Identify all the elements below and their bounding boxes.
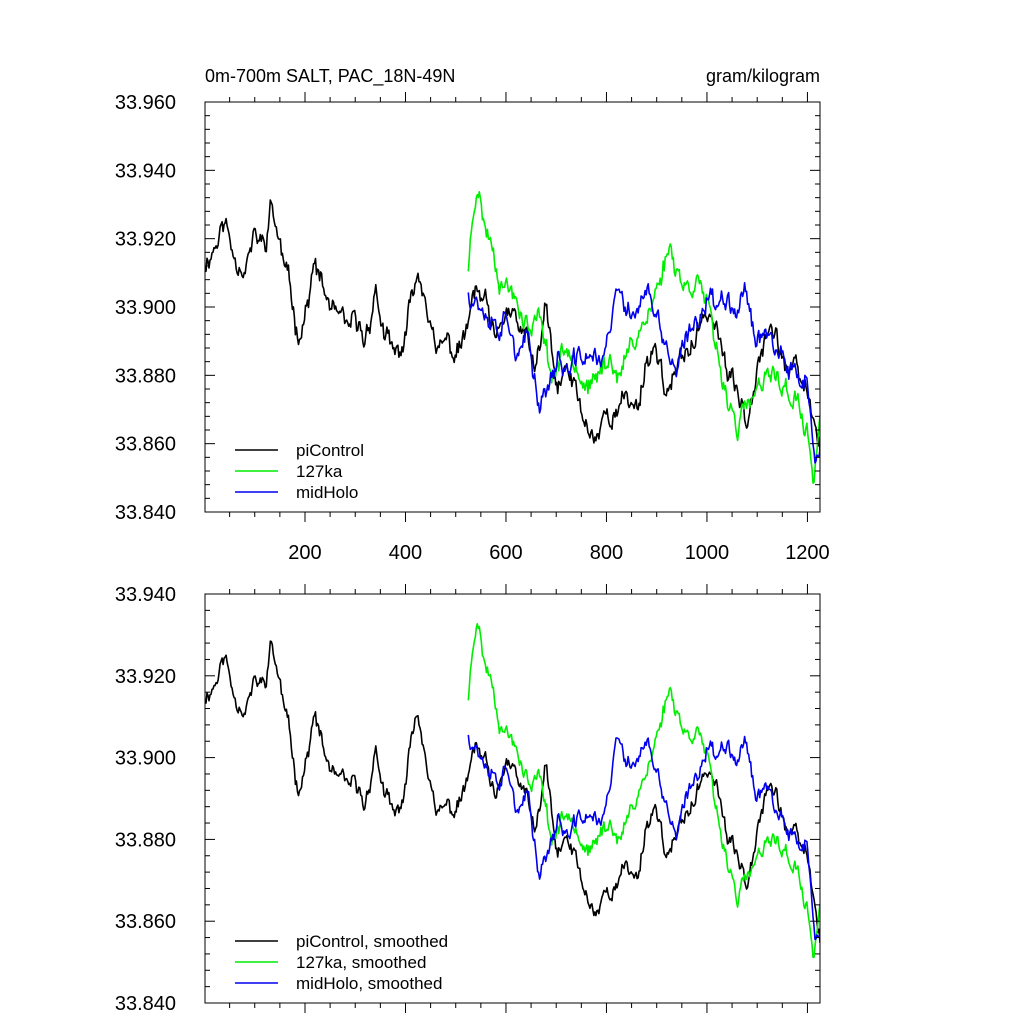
y-tick-label: 33.840 xyxy=(115,993,176,1015)
chart-panel-1: 33.840 33.860 33.880 33.900 33.920 33.940 33.9… xyxy=(115,92,830,564)
y-tick-label: 33.920 xyxy=(115,229,176,251)
y-tick-label: 33.880 xyxy=(115,829,176,851)
x-tick-label: 1000 xyxy=(685,542,730,564)
x-tick-label: 800 xyxy=(590,542,623,564)
y-tick-label: 33.880 xyxy=(115,365,176,387)
legend-top: piControl 127ka midHolo xyxy=(235,441,364,502)
series-line-picontrol-smoothed xyxy=(205,640,820,943)
series-line-midholo xyxy=(467,282,820,464)
x-tick-label: 200 xyxy=(288,542,321,564)
chart-title-left: 0m-700m SALT, PAC_18N-49N xyxy=(205,66,455,87)
y-tick-label: 33.900 xyxy=(115,297,176,319)
plot-frame-2 xyxy=(204,593,821,1004)
series-line-127ka xyxy=(467,191,820,484)
series-line-picontrol xyxy=(205,199,820,451)
y-tick-label: 33.940 xyxy=(115,584,176,606)
y-tick-label: 33.920 xyxy=(115,666,176,688)
y-tick-label: 33.960 xyxy=(115,92,176,114)
y-tick-label: 33.900 xyxy=(115,748,176,770)
series-line-midholo-smoothed xyxy=(467,734,820,941)
legend-label-midholo: midHolo xyxy=(296,483,358,502)
legend-label-picontrol: piControl xyxy=(296,441,364,460)
legend-label-127ka-smoothed: 127ka, smoothed xyxy=(296,953,426,972)
x-tick-label: 1200 xyxy=(785,542,830,564)
x-tick-label: 600 xyxy=(489,542,522,564)
legend-label-midholo-smoothed: midHolo, smoothed xyxy=(296,974,442,993)
chart-title-right: gram/kilogram xyxy=(706,66,820,86)
series-line-127ka-smoothed xyxy=(467,623,820,959)
legend-label-picontrol-smoothed: piControl, smoothed xyxy=(296,932,448,951)
y-tick-label: 33.840 xyxy=(115,502,176,524)
x-tick-label: 400 xyxy=(389,542,422,564)
y-tick-label: 33.860 xyxy=(115,911,176,933)
legend-bottom: piControl, smoothed 127ka, smoothed midH… xyxy=(235,932,448,993)
y-tick-label: 33.860 xyxy=(115,434,176,456)
chart-panel-2: 33.840 33.860 33.880 33.900 33.920 33.940 xyxy=(115,584,821,1015)
y-tick-label: 33.940 xyxy=(115,160,176,182)
legend-label-127ka: 127ka xyxy=(296,462,343,481)
